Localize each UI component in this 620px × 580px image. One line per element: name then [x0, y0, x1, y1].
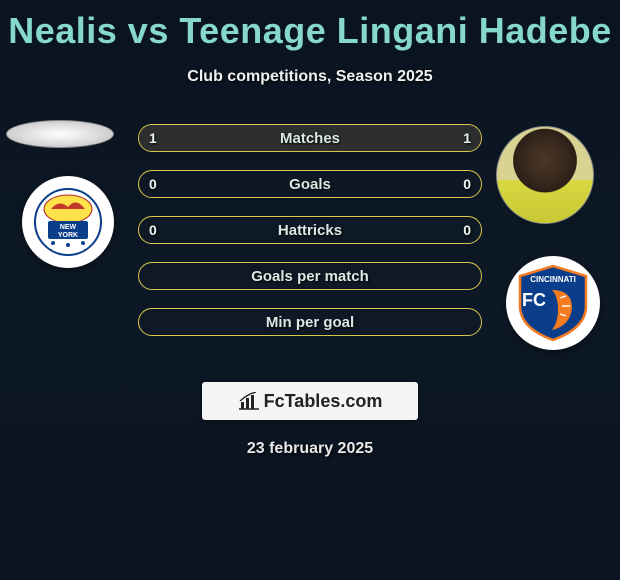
- club-right-badge: CINCINNATI FC: [506, 256, 600, 350]
- stat-row: 00Goals: [138, 170, 482, 198]
- date-label: 23 february 2025: [0, 440, 620, 458]
- fc-cincinnati-icon: CINCINNATI FC: [512, 262, 594, 344]
- player-left-avatar: [6, 120, 114, 148]
- comparison-area: NEW YORK CINCINNATI FC 11Matches 00Goals 0…: [0, 116, 620, 376]
- player-right-avatar: [496, 126, 594, 224]
- bar-chart-icon: [238, 392, 260, 410]
- stat-rows: 11Matches 00Goals 00Hattricks Goals per mat…: [138, 124, 482, 354]
- branding-text: FcTables.com: [264, 391, 383, 412]
- club-left-badge: NEW YORK: [22, 176, 114, 268]
- svg-text:NEW: NEW: [60, 224, 77, 231]
- stat-row: Min per goal: [138, 308, 482, 336]
- page-title: Nealis vs Teenage Lingani Hadebe: [0, 0, 620, 52]
- stat-label: Goals per match: [139, 268, 481, 285]
- stat-label: Min per goal: [139, 314, 481, 331]
- stat-row: 00Hattricks: [138, 216, 482, 244]
- stat-row: Goals per match: [138, 262, 482, 290]
- stat-label: Goals: [139, 176, 481, 193]
- stat-label: Matches: [139, 130, 481, 147]
- svg-text:YORK: YORK: [58, 232, 78, 239]
- svg-text:CINCINNATI: CINCINNATI: [530, 275, 576, 284]
- svg-text:FC: FC: [522, 290, 546, 310]
- player-right-photo: [497, 127, 593, 223]
- subtitle: Club competitions, Season 2025: [0, 68, 620, 86]
- redbull-newyork-icon: NEW YORK: [33, 187, 103, 257]
- stat-row: 11Matches: [138, 124, 482, 152]
- branding-badge[interactable]: FcTables.com: [202, 382, 418, 420]
- stat-label: Hattricks: [139, 222, 481, 239]
